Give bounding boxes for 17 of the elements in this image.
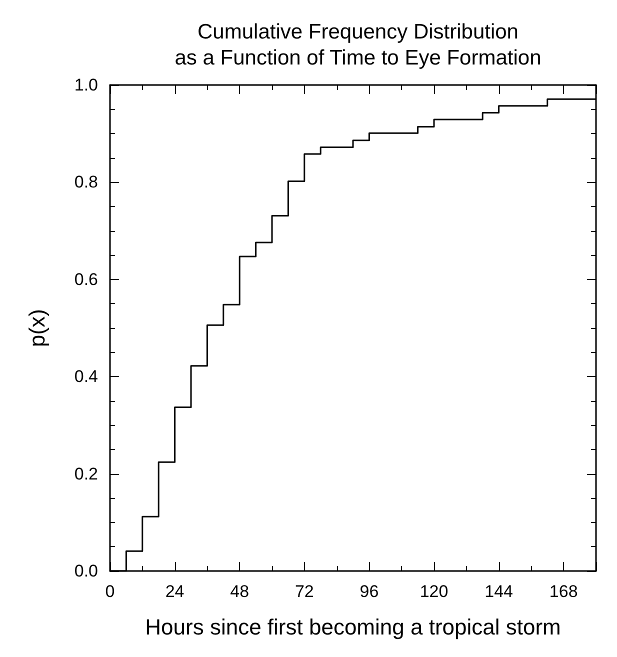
x-axis-title: Hours since first becoming a tropical storm: [145, 614, 561, 640]
y-tick-label: 0.2: [74, 464, 98, 484]
x-tick-label: 24: [165, 582, 184, 601]
x-tick-label: 48: [230, 582, 250, 601]
x-tick-label: 120: [420, 582, 448, 601]
x-tick-label: 144: [484, 582, 513, 601]
y-tick-label: 0.6: [74, 270, 98, 289]
y-axis-title: p(x): [24, 309, 50, 347]
x-tick-label: 168: [549, 582, 578, 601]
chart-title: Cumulative Frequency Distribution as a Function of Time to Eye Formation: [174, 20, 542, 70]
y-tick-label: 1.0: [74, 76, 98, 94]
x-tick-label: 72: [294, 582, 314, 601]
y-tick-label: 0.8: [74, 172, 98, 192]
y-tick-label: 0.0: [74, 562, 98, 580]
x-tick-label: 96: [360, 582, 379, 601]
y-tick-label: 0.4: [74, 367, 98, 386]
x-tick-label: 0: [105, 582, 115, 601]
